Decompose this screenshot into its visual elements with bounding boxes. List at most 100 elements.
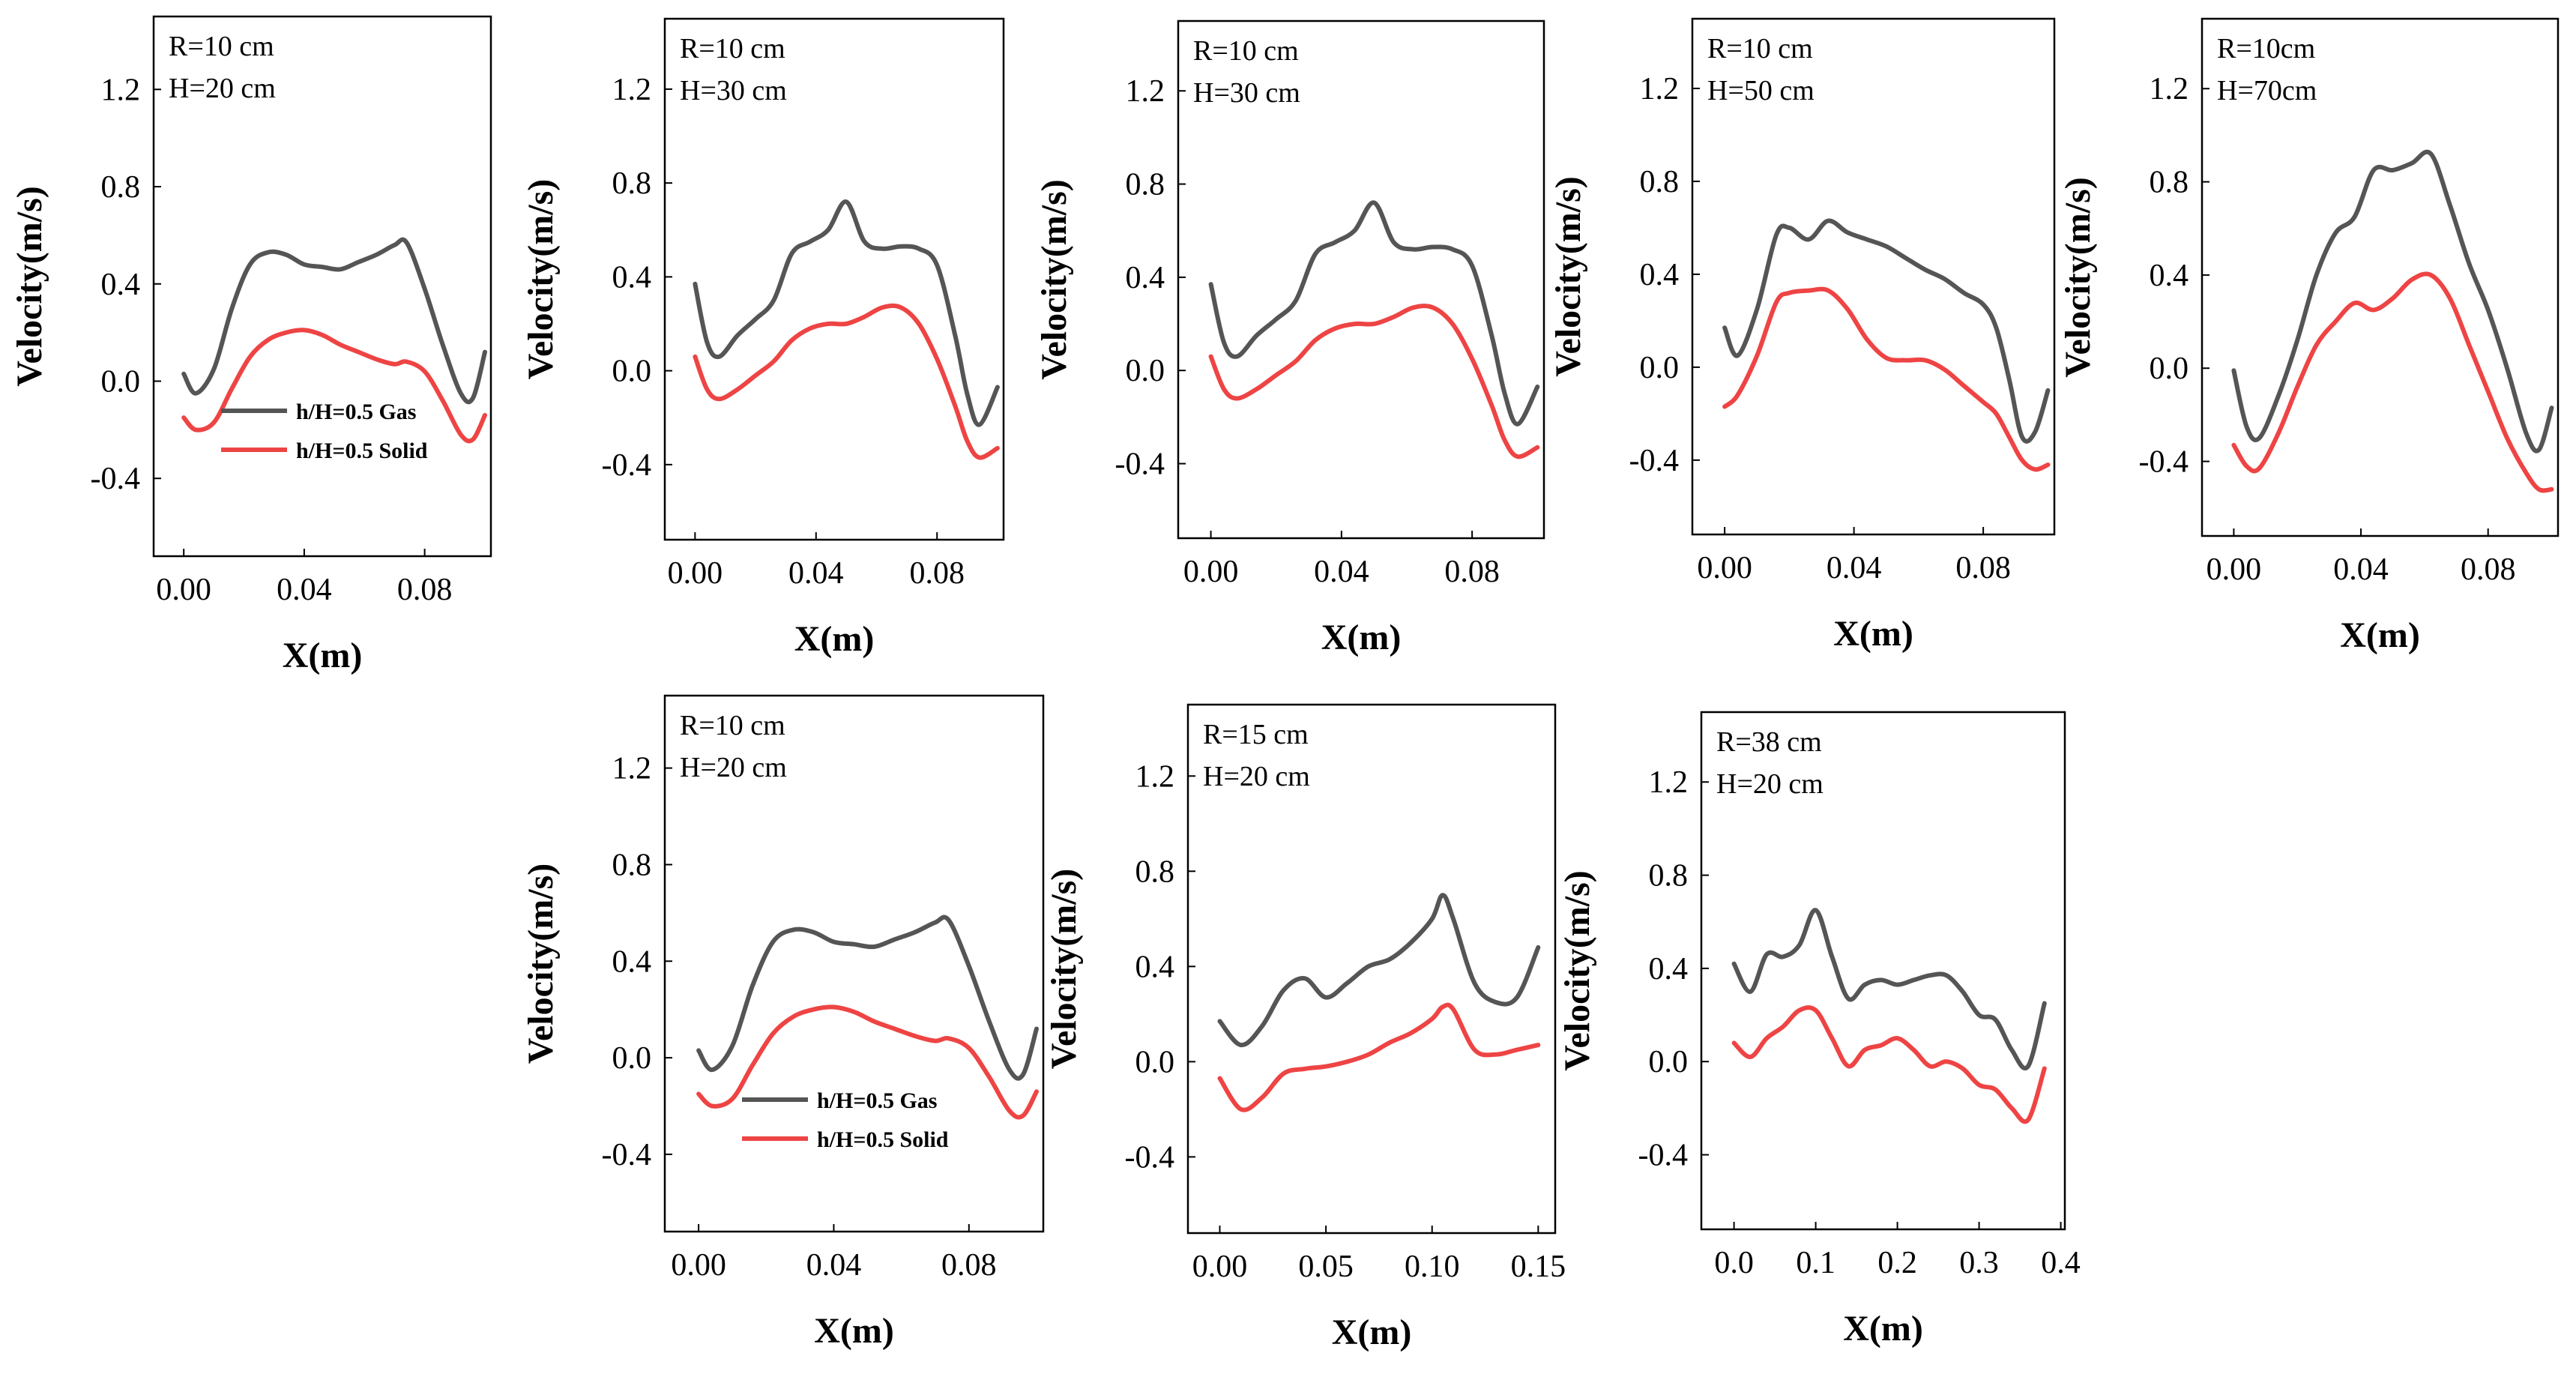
x-axis-label: X(m) [1843,1309,1923,1349]
subplot-6: R=10 cm H=20 cm -0.4 0.0 0.4 0.8 1.2 0.00 0.04 0.… [521,694,1045,1351]
y-axis-label: Velocity(m/s) [2058,177,2098,378]
solid-series-line [1722,286,2051,472]
x-tick-label: 0.2 [1877,1246,1917,1280]
y-tick-label: -0.4 [1629,444,1680,478]
subplot-3: R=10 cm H=30 cm -0.4 0.0 0.4 0.8 1.2 0.00 0.04 0.… [1034,19,1545,657]
y-axis-label: Velocity(m/s) [1044,869,1084,1070]
x-tick-label: 0.08 [397,573,453,607]
plot-frame [1186,703,1557,1235]
y-tick-label: 1.2 [1126,74,1165,109]
annotation-height: H=70cm [2217,75,2317,106]
annotation-radius: R=10 cm [680,710,785,741]
x-axis-label: X(m) [283,636,363,675]
x-tick-label: 0.1 [1796,1246,1836,1280]
y-tick-label: 0.8 [1640,165,1680,199]
x-tick-label: 0.04 [1314,555,1369,589]
y-tick-label: 0.4 [1135,950,1175,984]
y-tick-label: 1.2 [1640,72,1680,106]
y-tick-label: 0.8 [1135,855,1175,889]
x-tick-label: 0.00 [156,573,211,607]
x-tick-label: 0.00 [1192,1250,1248,1284]
x-axis-label: X(m) [2340,615,2420,655]
x-tick-label: 0.4 [2041,1246,2081,1280]
annotation-height: H=30 cm [680,75,787,106]
y-tick-label: 0.0 [1649,1045,1689,1079]
solid-series-line [1731,1005,2047,1124]
x-tick-label: 0.00 [1183,555,1239,589]
x-axis-label: X(m) [1332,1313,1412,1352]
x-tick-label: 0.04 [277,573,332,607]
x-axis-label: X(m) [1833,614,1913,654]
y-tick-label: -0.4 [2139,445,2189,480]
solid-series-line [693,303,1000,460]
solid-series-line [2231,271,2554,493]
annotation-radius: R=10 cm [1193,35,1299,67]
solid-series-line [181,328,487,444]
gas-series-line [696,915,1039,1081]
annotation-radius: R=10 cm [169,31,274,62]
gas-series-line [181,237,487,405]
y-tick-label: -0.4 [1638,1139,1689,1173]
solid-series-line [696,1004,1039,1120]
y-tick-label: 0.0 [1135,1045,1175,1079]
annotation-radius: R=10cm [2217,33,2315,64]
y-axis-label: Velocity(m/s) [1034,179,1074,380]
subplot-8: R=38 cm H=20 cm -0.4 0.0 0.4 0.8 1.2 0.0 0.1 0.2 0… [1557,711,2081,1349]
gas-series-line [693,199,1000,427]
legend-label: h/H=0.5 Gas [296,400,416,424]
x-tick-label: 0.04 [1827,551,1882,585]
y-tick-label: -0.4 [602,448,652,483]
x-tick-label: 0.05 [1298,1250,1354,1284]
gas-series-line [2231,149,2554,454]
x-tick-label: 0.08 [941,1248,997,1283]
plot-frame [663,17,1005,541]
x-tick-label: 0.04 [806,1248,862,1283]
annotation-height: H=20 cm [1203,761,1310,792]
y-tick-label: 0.0 [101,364,141,399]
subplot-5: R=10cm H=70cm -0.4 0.0 0.4 0.8 1.2 0.00 0.04 0.08… [2058,17,2560,655]
subplot-7: R=15 cm H=20 cm -0.4 0.0 0.4 0.8 1.2 0.00 0.05 0.… [1044,703,1566,1352]
subplot-2: R=10 cm H=30 cm -0.4 0.0 0.4 0.8 1.2 0.00 0.04 0.… [521,17,1005,659]
annotation-height: H=20 cm [169,73,276,104]
y-tick-label: 0.8 [612,848,652,882]
y-tick-label: -0.4 [1125,1140,1175,1175]
y-axis-label: Velocity(m/s) [521,864,561,1064]
x-tick-label: 0.08 [1955,551,2011,585]
y-tick-label: 0.4 [1640,258,1680,292]
y-axis-label: Velocity(m/s) [521,179,561,380]
x-tick-label: 0.3 [1959,1246,1999,1280]
y-tick-label: 0.0 [1126,354,1165,388]
y-tick-label: -0.4 [602,1138,652,1172]
annotation-radius: R=10 cm [680,33,785,64]
y-tick-label: 0.8 [101,170,141,205]
y-tick-label: 0.4 [612,260,652,295]
x-tick-label: 0.00 [668,556,723,591]
legend-label: h/H=0.5 Solid [296,439,428,463]
y-tick-label: 0.8 [2150,166,2189,200]
y-tick-label: 0.0 [612,355,652,389]
plot-frame [1177,19,1545,540]
y-tick-label: -0.4 [1115,448,1165,482]
subplot-4: R=10 cm H=50 cm -0.4 0.0 0.4 0.8 1.2 0.00 0.04 0.… [1548,17,2056,654]
subplot-1: R=10 cm H=20 cm -0.4 0.0 0.4 0.8 1.2 0.00 0.04 0.… [10,15,492,675]
plot-frame [152,15,492,558]
y-tick-label: -0.4 [91,462,141,496]
annotation-radius: R=38 cm [1716,726,1822,758]
annotation-height: H=30 cm [1193,77,1300,109]
y-tick-label: 1.2 [1649,765,1689,800]
y-tick-label: 1.2 [612,73,652,107]
x-tick-label: 0.08 [1444,555,1500,589]
y-tick-label: 1.2 [612,752,652,786]
annotation-height: H=20 cm [1716,768,1824,800]
y-tick-label: 0.4 [1126,261,1165,295]
plot-frame [1700,711,2066,1231]
y-tick-label: 1.2 [2150,72,2189,106]
y-axis-label: Velocity(m/s) [1557,870,1597,1071]
gas-series-line [1722,218,2051,444]
x-tick-label: 0.04 [788,556,844,591]
y-tick-label: 0.4 [2150,259,2189,293]
plot-frame [663,694,1045,1233]
annotation-radius: R=10 cm [1707,33,1813,64]
x-tick-label: 0.0 [1714,1246,1754,1280]
